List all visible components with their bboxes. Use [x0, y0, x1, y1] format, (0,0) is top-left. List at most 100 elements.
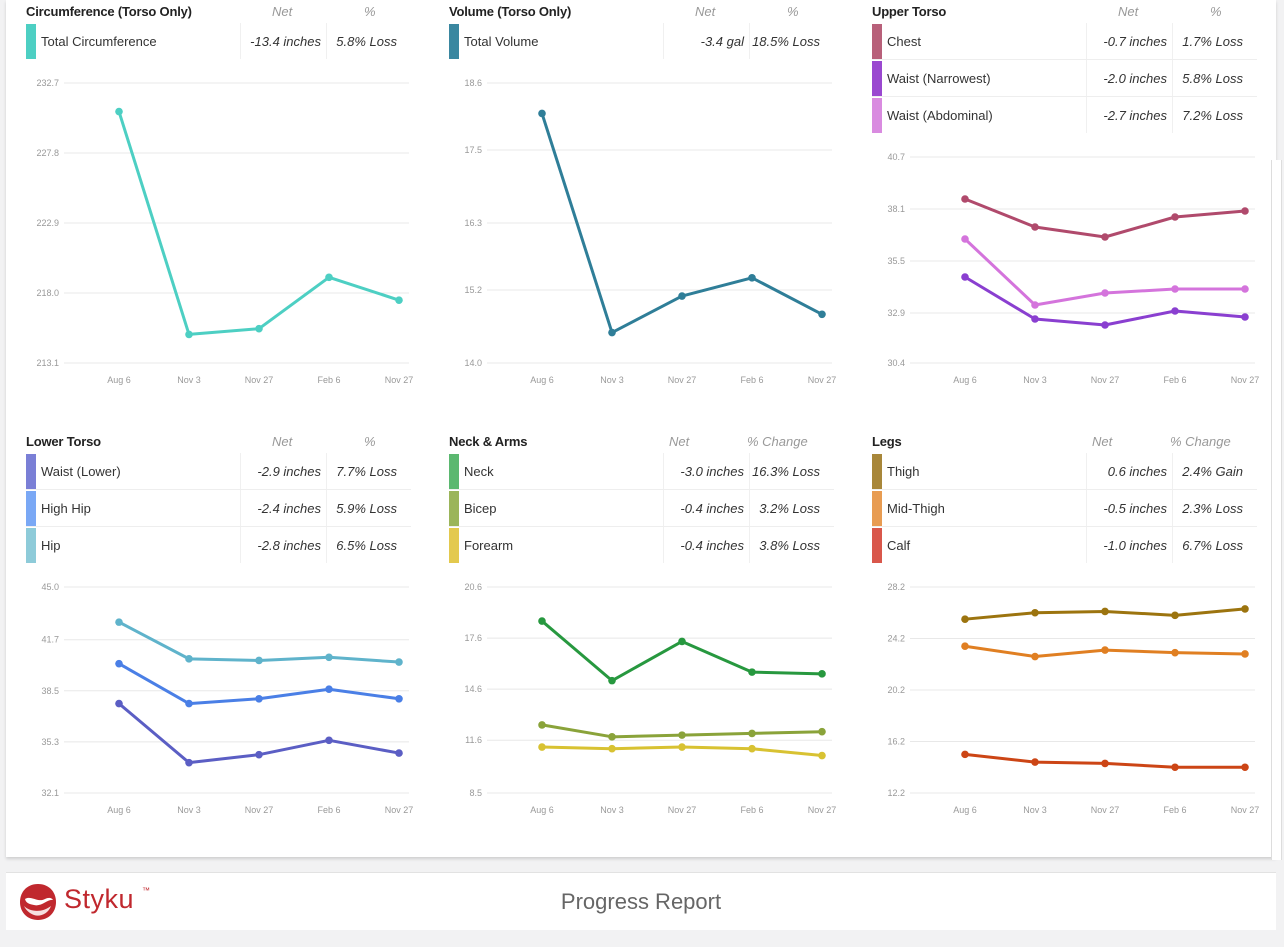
- data-point[interactable]: [748, 744, 756, 753]
- data-point[interactable]: [1101, 321, 1109, 329]
- column-divider: [326, 453, 327, 489]
- data-point[interactable]: [1241, 285, 1249, 293]
- data-point[interactable]: [1241, 313, 1249, 321]
- data-point[interactable]: [115, 659, 123, 668]
- panel-6: Legs Net % Change Thigh 0.6 inches 2.4% Gain M…: [872, 431, 1272, 815]
- y-tick-label: 28.2: [887, 582, 905, 592]
- data-point[interactable]: [1101, 289, 1109, 297]
- data-point[interactable]: [1171, 611, 1179, 620]
- x-tick-label: Nov 27: [808, 375, 837, 385]
- net-change-value: -13.4 inches: [250, 34, 321, 49]
- percent-change-value: 2.4% Gain: [1182, 464, 1243, 479]
- data-point[interactable]: [185, 655, 193, 663]
- data-point[interactable]: [961, 750, 969, 759]
- data-point[interactable]: [185, 330, 193, 339]
- x-tick-label: Aug 6: [953, 375, 977, 385]
- data-point[interactable]: [1171, 763, 1179, 772]
- x-tick-label: Nov 27: [385, 805, 414, 815]
- data-point[interactable]: [678, 731, 686, 739]
- data-point[interactable]: [325, 685, 333, 694]
- data-point[interactable]: [678, 292, 686, 300]
- data-point[interactable]: [1031, 223, 1039, 231]
- data-point[interactable]: [1031, 652, 1039, 661]
- data-point[interactable]: [255, 324, 263, 333]
- data-point[interactable]: [325, 273, 333, 282]
- data-point[interactable]: [678, 637, 686, 646]
- data-point[interactable]: [115, 618, 123, 626]
- column-divider: [240, 490, 241, 526]
- data-point[interactable]: [185, 758, 193, 767]
- data-point[interactable]: [255, 750, 263, 759]
- x-tick-label: Nov 27: [1091, 805, 1120, 815]
- data-point[interactable]: [961, 642, 969, 651]
- data-point[interactable]: [1241, 763, 1249, 772]
- data-point[interactable]: [748, 729, 756, 738]
- data-point[interactable]: [325, 736, 333, 745]
- data-point[interactable]: [325, 653, 333, 662]
- data-point[interactable]: [748, 273, 756, 282]
- styku-logo: Styku ™: [18, 882, 198, 922]
- data-point[interactable]: [395, 296, 403, 304]
- y-tick-label: 232.7: [36, 78, 59, 88]
- legend-table: Total Circumference -13.4 inches 5.8% Loss: [26, 23, 411, 59]
- data-point[interactable]: [255, 656, 263, 665]
- data-point[interactable]: [1031, 608, 1039, 617]
- data-point[interactable]: [395, 658, 403, 666]
- data-point[interactable]: [678, 743, 686, 751]
- data-point[interactable]: [1171, 648, 1179, 657]
- data-point[interactable]: [1101, 233, 1109, 241]
- data-point[interactable]: [818, 670, 826, 678]
- data-point[interactable]: [1241, 207, 1249, 215]
- data-point[interactable]: [538, 617, 546, 625]
- data-point[interactable]: [748, 668, 756, 676]
- data-point[interactable]: [1031, 758, 1039, 766]
- data-point[interactable]: [1171, 285, 1179, 293]
- data-point[interactable]: [961, 615, 969, 623]
- legend-swatch: [449, 24, 459, 59]
- data-point[interactable]: [608, 328, 616, 337]
- data-point[interactable]: [1031, 301, 1039, 309]
- data-point[interactable]: [1171, 213, 1179, 221]
- data-point[interactable]: [1101, 759, 1109, 768]
- panel-3: Upper Torso Net% Chest -0.7 inches 1.7% Loss…: [872, 1, 1272, 385]
- data-point[interactable]: [395, 694, 403, 703]
- scrollbar[interactable]: [1271, 160, 1282, 860]
- data-point[interactable]: [608, 744, 616, 753]
- data-point[interactable]: [961, 273, 969, 281]
- column-divider: [663, 490, 664, 526]
- panel-header: Legs Net % Change: [872, 431, 1272, 451]
- measurement-name: Hip: [41, 538, 61, 553]
- data-point[interactable]: [1031, 315, 1039, 323]
- data-point[interactable]: [538, 109, 546, 118]
- data-point[interactable]: [255, 694, 263, 703]
- data-point[interactable]: [818, 751, 826, 760]
- x-tick-label: Nov 27: [1091, 375, 1120, 385]
- data-point[interactable]: [538, 743, 546, 751]
- data-point[interactable]: [395, 749, 403, 757]
- column-header-percent: %: [364, 434, 376, 449]
- data-point[interactable]: [1101, 646, 1109, 654]
- data-point[interactable]: [608, 676, 616, 685]
- data-point[interactable]: [1241, 650, 1249, 658]
- data-point[interactable]: [818, 310, 826, 319]
- data-point[interactable]: [961, 235, 969, 243]
- y-tick-label: 218.0: [36, 288, 59, 298]
- data-point[interactable]: [538, 721, 546, 729]
- data-point[interactable]: [115, 107, 123, 116]
- data-point[interactable]: [818, 727, 826, 736]
- data-point[interactable]: [1101, 607, 1109, 616]
- data-point[interactable]: [1241, 605, 1249, 613]
- line-chart: 14.0 15.2 16.3 17.5 18.6 Aug 6 Nov 3 Nov 27 Feb …: [464, 78, 837, 385]
- data-point[interactable]: [115, 699, 123, 708]
- data-point[interactable]: [608, 733, 616, 741]
- y-tick-label: 35.5: [887, 256, 905, 266]
- data-point[interactable]: [1171, 307, 1179, 315]
- x-tick-label: Aug 6: [953, 805, 977, 815]
- column-header-net: Net: [1118, 4, 1139, 19]
- panel-1: Circumference (Torso Only) Net% Total Circ…: [26, 1, 426, 385]
- legend-swatch: [26, 454, 36, 489]
- data-point[interactable]: [185, 699, 193, 708]
- column-header-percent: %: [1210, 4, 1222, 19]
- percent-change-value: 7.2% Loss: [1182, 108, 1243, 123]
- data-point[interactable]: [961, 195, 969, 203]
